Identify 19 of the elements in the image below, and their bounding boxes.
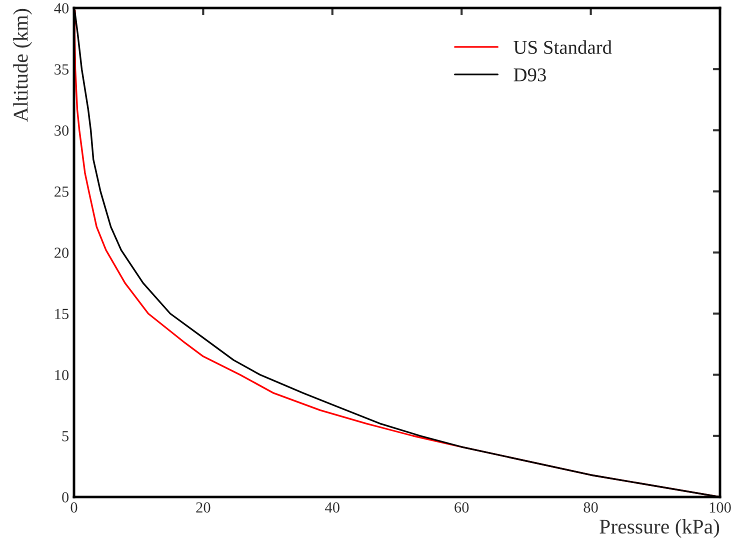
y-tick-label: 30 (54, 125, 69, 136)
x-tick-label: 100 (710, 502, 731, 513)
y-tick-label: 15 (55, 308, 69, 320)
x-tick-label: 0 (70, 502, 78, 513)
y-tick-label: 35 (54, 64, 69, 75)
x-tick-label: 60 (454, 502, 469, 513)
x-tick-label: 20 (196, 502, 210, 513)
x-tick-label: 40 (325, 502, 340, 513)
x-axis-title: Pressure (kPa) (600, 519, 720, 538)
y-axis-title: Altitude (km) (13, 8, 32, 122)
y-tick-label: 20 (54, 248, 69, 258)
legend-label: US Standard (514, 40, 612, 54)
y-tick-label: 5 (62, 431, 69, 442)
y-tick-label: 0 (62, 492, 69, 502)
y-tick-label: 40 (54, 3, 69, 14)
y-tick-label: 10 (55, 370, 69, 380)
y-tick-label: 25 (54, 186, 69, 197)
legend-label: D93 (514, 68, 546, 82)
x-tick-label: 80 (584, 502, 598, 513)
